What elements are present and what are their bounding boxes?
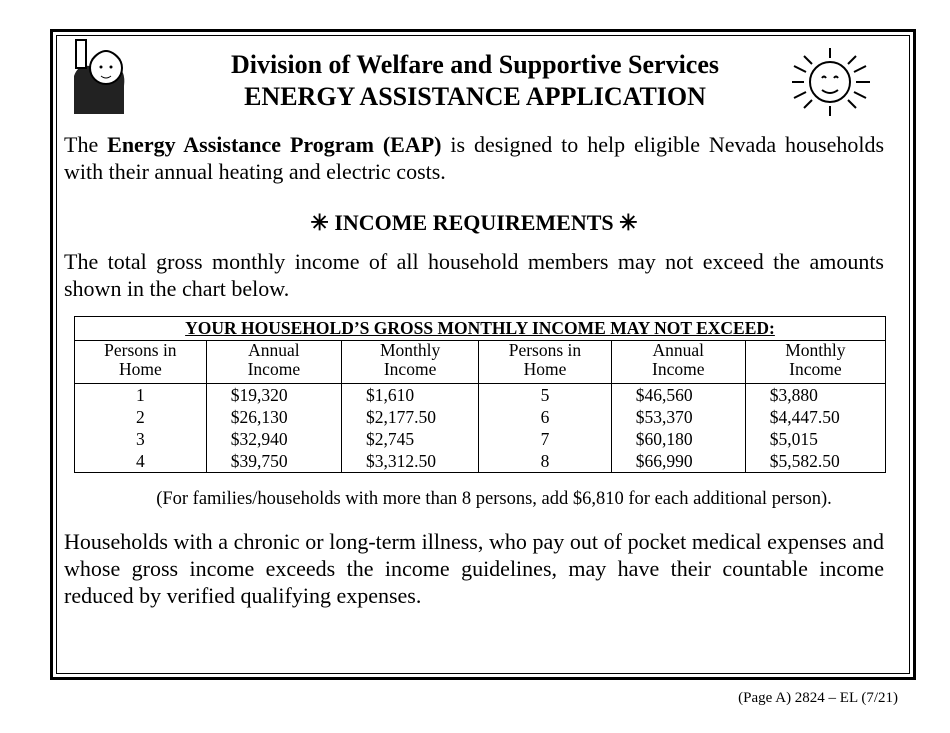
table-cell: 6 <box>478 406 612 428</box>
table-row: 1 $19,320 $1,610 5 $46,560 $3,880 <box>74 383 887 406</box>
table-cell: 4 <box>74 450 207 473</box>
table-cell: 8 <box>478 450 612 473</box>
table-cell: 5 <box>478 383 612 406</box>
table-cell: $39,750 <box>205 450 343 473</box>
column-header: Annual Income <box>205 340 343 384</box>
table-cell: $19,320 <box>205 383 343 406</box>
table-cell: $5,582.50 <box>744 450 887 473</box>
intro-text: is designed to help eligible Nevada hous… <box>64 132 885 184</box>
table-cell: 2 <box>74 406 207 428</box>
border-box <box>50 29 916 680</box>
program-name: Energy Assistance Program (EAP) <box>107 132 442 157</box>
table-cell: 3 <box>74 428 207 450</box>
table-cell: $3,880 <box>744 383 887 406</box>
table-cell: $2,177.50 <box>341 406 480 428</box>
column-header: Monthly Income <box>341 340 480 384</box>
section-text: The total gross monthly income of all ho… <box>64 249 884 301</box>
worker-icon <box>74 39 125 114</box>
table-cell: $53,370 <box>610 406 746 428</box>
table-cell: 1 <box>74 383 207 406</box>
medical-text: Households with a chronic or long-term i… <box>64 529 884 608</box>
footer: (Page A) 2824 – EL (7/21) <box>738 690 898 706</box>
column-header: Annual Income <box>610 340 746 384</box>
subtitle: ENERGY ASSISTANCE APPLICATION <box>244 82 706 111</box>
table-caption: YOUR HOUSEHOLD’S GROSS MONTHLY INCOME MA… <box>74 316 886 341</box>
table-cell: $5,015 <box>744 428 887 450</box>
table-row: 4 $39,750 $3,312.50 8 $66,990 $5,582.50 <box>74 450 887 473</box>
table-cell: $26,130 <box>205 406 343 428</box>
section-heading: ✳ INCOME REQUIREMENTS ✳ <box>310 210 638 235</box>
table-row: 2 $26,130 $2,177.50 6 $53,370 $4,447.50 <box>74 406 887 428</box>
column-header: Monthly Income <box>744 340 887 384</box>
sun-icon <box>792 48 870 116</box>
intro: The Energy Assistance Program (EAP) is d… <box>64 131 884 185</box>
table-cell: $32,940 <box>205 428 343 450</box>
table-cell: 7 <box>478 428 612 450</box>
table-cell: $2,745 <box>341 428 480 450</box>
table-cell: $3,312.50 <box>341 450 480 473</box>
table-cell: $1,610 <box>341 383 480 406</box>
header-row: Persons in Home Annual Income Monthly Inco… <box>74 340 887 384</box>
caption-row: YOUR HOUSEHOLD’S GROSS MONTHLY INCOME MA… <box>74 316 886 341</box>
table-row: 3 $32,940 $2,745 7 $60,180 $5,015 <box>74 428 887 450</box>
income-table: YOUR HOUSEHOLD’S GROSS MONTHLY INCOME MA… <box>74 316 887 473</box>
column-header: Persons in Home <box>478 340 612 384</box>
table-cell: $4,447.50 <box>744 406 887 428</box>
note: (For families/households with more than … <box>156 489 832 509</box>
title: Division of Welfare and Supportive Servi… <box>231 50 719 79</box>
table-cell: $46,560 <box>610 383 746 406</box>
column-header: Persons in Home <box>74 340 207 384</box>
intro-text: The <box>64 132 99 157</box>
table-cell: $60,180 <box>610 428 746 450</box>
table-cell: $66,990 <box>610 450 746 473</box>
